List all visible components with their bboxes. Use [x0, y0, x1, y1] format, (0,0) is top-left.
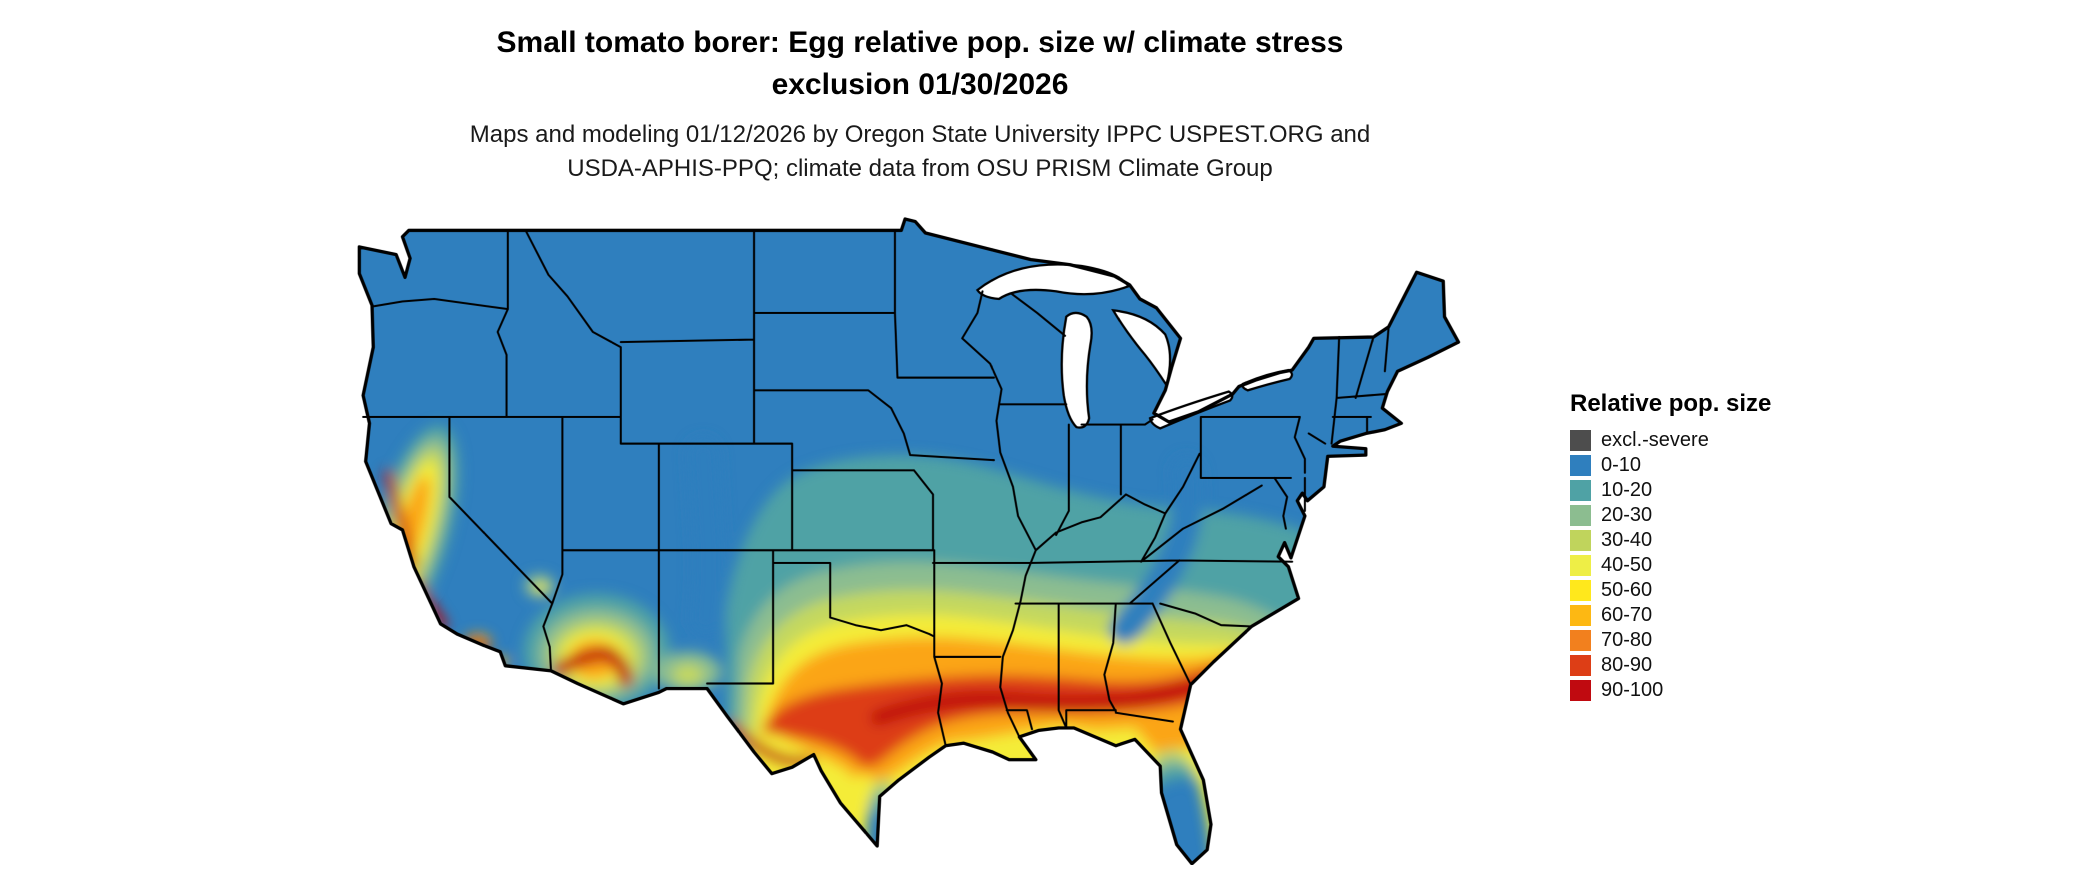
page-title-line1: Small tomato borer: Egg relative pop. si… [496, 26, 1344, 59]
legend-swatch [1570, 505, 1591, 526]
legend-swatch [1570, 480, 1591, 501]
nv-yellow-spot [534, 583, 548, 594]
legend-row: 30-40 [1570, 528, 1830, 553]
page-title: Small tomato borer: Egg relative pop. si… [0, 22, 1840, 106]
legend-row: excl.-severe [1570, 428, 1830, 453]
legend-swatch [1570, 430, 1591, 451]
us-map [357, 217, 1461, 866]
legend-row: 40-50 [1570, 553, 1830, 578]
page-subtitle-line1: Maps and modeling 01/12/2026 by Oregon S… [469, 121, 1371, 148]
legend-swatch [1570, 580, 1591, 601]
lake-erie [1148, 390, 1234, 430]
arizona-hotspot [523, 593, 671, 711]
legend-label: 80-90 [1601, 654, 1653, 676]
texas-red-core [870, 690, 1126, 727]
legend-title: Relative pop. size [1570, 390, 1772, 417]
legend-label: excl.-severe [1601, 429, 1709, 451]
map-legend: Relative pop. size excl.-severe 0-10 10-… [1570, 390, 1830, 703]
great-lakes [975, 263, 1294, 430]
legend-row: 90-100 [1570, 678, 1830, 703]
legend-label: 10-20 [1601, 479, 1653, 501]
legend-swatch [1570, 555, 1591, 576]
page-subtitle: Maps and modeling 01/12/2026 by Oregon S… [0, 118, 1840, 186]
legend-label: 40-50 [1601, 554, 1653, 576]
page-subtitle-line2: USDA-APHIS-PPQ; climate data from OSU PR… [567, 155, 1273, 182]
az-red-core [552, 647, 633, 687]
legend-swatch [1570, 455, 1591, 476]
legend-label: 0-10 [1601, 454, 1642, 476]
page-title-line2: exclusion 01/30/2026 [771, 68, 1069, 101]
legend-row: 0-10 [1570, 453, 1830, 478]
legend-label: 20-30 [1601, 504, 1653, 526]
legend-row: 50-60 [1570, 578, 1830, 603]
legend-rows: excl.-severe 0-10 10-20 20-30 30-40 40-5… [1570, 428, 1830, 703]
us-map-container [307, 205, 1526, 866]
legend-row: 70-80 [1570, 628, 1830, 653]
legend-label: 70-80 [1601, 629, 1653, 651]
legend-row: 20-30 [1570, 503, 1830, 528]
rockies-blue-tongue [686, 437, 726, 636]
appalachian-blue-tongue [1109, 456, 1204, 645]
legend-row: 10-20 [1570, 478, 1830, 503]
legend-swatch [1570, 630, 1591, 651]
legend-label: 30-40 [1601, 529, 1653, 551]
legend-label: 50-60 [1601, 579, 1653, 601]
legend-row: 60-70 [1570, 603, 1830, 628]
legend-swatch [1570, 680, 1591, 701]
nm-yellow-green-patch [672, 664, 704, 685]
legend-swatch [1570, 605, 1591, 626]
legend-row: 80-90 [1570, 653, 1830, 678]
legend-label: 60-70 [1601, 604, 1653, 626]
legend-swatch [1570, 655, 1591, 676]
lake-superior [975, 263, 1131, 301]
legend-swatch [1570, 530, 1591, 551]
legend-label: 90-100 [1601, 679, 1664, 701]
lake-michigan [1060, 311, 1093, 429]
